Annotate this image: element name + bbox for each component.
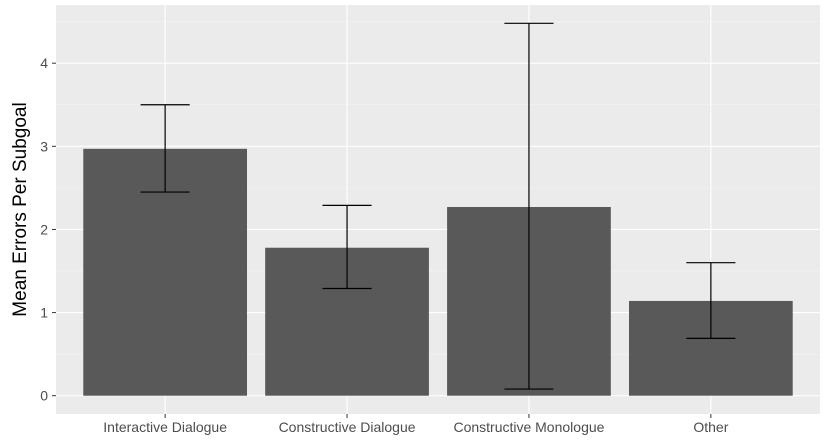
error-bars xyxy=(140,22,736,390)
error-bar-3 xyxy=(504,22,554,390)
y-axis: 0 1 2 3 4 xyxy=(40,55,56,404)
x-tick-label: Other xyxy=(693,419,728,435)
error-bar-1 xyxy=(140,104,190,193)
y-tick-label: 3 xyxy=(40,138,48,154)
y-tick-label: 1 xyxy=(40,305,48,321)
y-tick-label: 0 xyxy=(40,388,48,404)
y-axis-title: Mean Errors Per Subgoal xyxy=(10,102,31,316)
x-axis: Interactive Dialogue Constructive Dialogu… xyxy=(103,414,729,435)
y-tick-label: 4 xyxy=(40,55,48,71)
y-tick-label: 2 xyxy=(40,221,48,237)
error-bar-2 xyxy=(322,204,372,290)
x-tick-label: Constructive Dialogue xyxy=(279,419,416,435)
x-tick-label: Constructive Monologue xyxy=(453,419,604,435)
error-bar-4 xyxy=(686,262,736,339)
x-tick-label: Interactive Dialogue xyxy=(103,419,227,435)
